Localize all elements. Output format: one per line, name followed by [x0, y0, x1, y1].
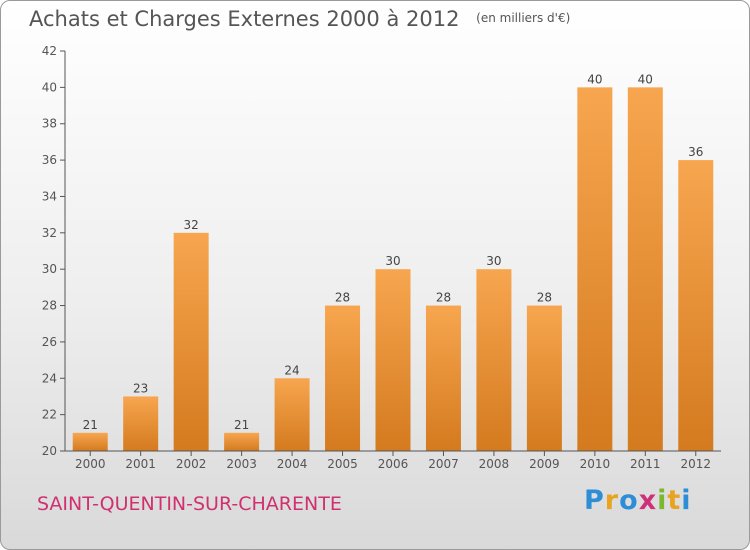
bar: [123, 396, 159, 451]
bar-value-label: 28: [537, 291, 552, 305]
y-tick-label: 38: [42, 117, 57, 131]
chart-title-text: Achats et Charges Externes 2000 à 2012: [29, 7, 460, 31]
bar-value-label: 23: [133, 381, 148, 395]
y-tick-label: 26: [42, 335, 57, 349]
x-tick-label: 2010: [580, 457, 611, 471]
bars: 21 23 32 21 24 28 30 28 30 28 40 40 36: [72, 72, 714, 451]
bar: [375, 269, 411, 451]
bar-value-label: 21: [83, 418, 98, 432]
bar-value-label: 30: [486, 254, 501, 268]
bar: [72, 432, 108, 451]
x-tick-label: 2002: [176, 457, 207, 471]
bar: [325, 305, 361, 451]
bar: [526, 305, 562, 451]
y-tick-label: 24: [42, 371, 57, 385]
city-name: SAINT-QUENTIN-SUR-CHARENTE: [37, 493, 342, 515]
bar-value-label: 21: [234, 418, 249, 432]
x-tick-label: 2007: [428, 457, 459, 471]
bar: [627, 87, 663, 451]
bar-value-label: 30: [385, 254, 400, 268]
bar: [274, 378, 310, 451]
x-tick-label: 2005: [327, 457, 358, 471]
x-tick-label: 2006: [378, 457, 409, 471]
x-tick-label: 2004: [277, 457, 308, 471]
logo-letter: r: [604, 485, 620, 516]
y-tick-label: 40: [42, 80, 57, 94]
bar-value-label: 28: [335, 291, 350, 305]
y-tick-label: 36: [42, 153, 57, 167]
logo-letter: x: [638, 485, 658, 516]
bar: [173, 232, 209, 451]
logo-letter: o: [619, 485, 639, 516]
bar: [476, 269, 512, 451]
bar-value-label: 32: [184, 218, 199, 232]
x-tick-label: 2008: [479, 457, 510, 471]
bar: [577, 87, 613, 451]
x-tick-label: 2012: [680, 457, 711, 471]
bar-value-label: 36: [688, 145, 703, 159]
y-tick-label: 22: [42, 408, 57, 422]
x-tick-label: 2011: [630, 457, 661, 471]
proxiti-logo: Proxiti: [584, 485, 692, 516]
bar: [678, 160, 714, 451]
y-tick-label: 30: [42, 262, 57, 276]
chart-unit: (en milliers d'€): [476, 11, 571, 25]
chart-title: Achats et Charges Externes 2000 à 2012 (…: [29, 7, 570, 31]
bar-value-label: 24: [284, 363, 299, 377]
logo-letter: P: [584, 485, 605, 516]
x-tick-label: 2009: [529, 457, 560, 471]
y-tick-label: 34: [42, 189, 57, 203]
bar: [224, 432, 260, 451]
x-tick-label: 2001: [125, 457, 156, 471]
x-tick-label: 2000: [75, 457, 106, 471]
y-tick-label: 20: [42, 444, 57, 458]
y-axis: 20 22 24 26 28 30 32 34 36 38 40 42: [42, 44, 66, 458]
y-tick-label: 32: [42, 226, 57, 240]
bar-value-label: 40: [587, 72, 602, 86]
logo-letter: i: [681, 485, 692, 516]
x-axis: 2000 2001 2002 2003 2004 2005 2006 2007 2008 2009…: [65, 450, 721, 471]
bar-value-label: 40: [638, 72, 653, 86]
y-tick-label: 28: [42, 299, 57, 313]
logo-letter: i: [657, 485, 668, 516]
x-tick-label: 2003: [226, 457, 257, 471]
bar-value-label: 28: [436, 291, 451, 305]
y-tick-label: 42: [42, 44, 57, 58]
logo-letter: t: [667, 485, 682, 516]
bar: [425, 305, 461, 451]
